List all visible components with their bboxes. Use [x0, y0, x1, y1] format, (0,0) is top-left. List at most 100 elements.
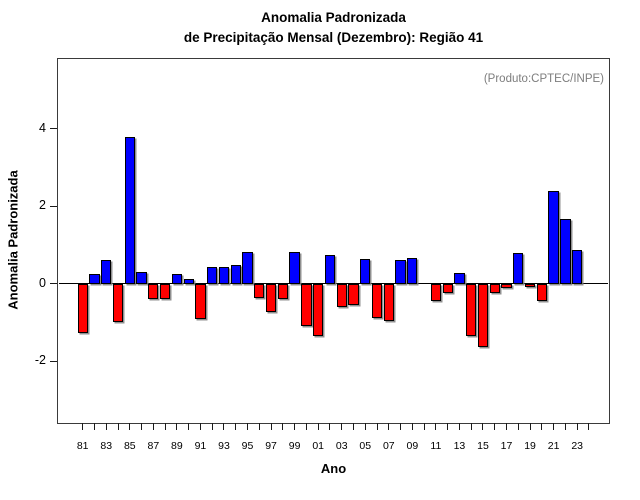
bar-01: [313, 283, 324, 336]
bar-92: [207, 266, 218, 284]
x-tick: [141, 422, 143, 430]
x-tick: [258, 422, 260, 430]
x-tick: [388, 422, 390, 430]
chart-subtitle: de Precipitação Mensal (Dezembro): Regiã…: [183, 30, 484, 45]
x-tick-label: 05: [359, 440, 372, 452]
y-tick: [50, 205, 57, 207]
x-tick: [458, 422, 460, 430]
bar-83: [101, 260, 112, 284]
bar-96: [254, 283, 265, 299]
bar-12: [442, 283, 453, 294]
x-tick: [129, 422, 131, 430]
x-tick: [494, 422, 496, 430]
chart-title: Anomalia Padronizada: [261, 10, 406, 25]
bar-04: [348, 283, 359, 305]
bar-99: [289, 251, 300, 284]
bar-97: [265, 283, 277, 312]
bar-08: [395, 260, 406, 284]
y-tick: [50, 128, 57, 130]
x-tick: [435, 422, 437, 430]
x-tick: [305, 422, 307, 430]
bar-93: [218, 267, 230, 284]
x-tick-label: 11: [430, 440, 442, 452]
bar-02: [324, 254, 336, 284]
x-tick-label: 93: [218, 440, 230, 452]
bar-95: [242, 251, 253, 284]
x-tick-label: 87: [147, 440, 160, 452]
zero-line: [58, 283, 608, 285]
bar-22: [560, 218, 571, 284]
x-tick: [329, 422, 331, 430]
bar-20: [536, 283, 547, 302]
x-tick: [364, 422, 366, 430]
x-tick: [152, 422, 154, 430]
x-tick: [105, 422, 107, 430]
y-axis-title: Anomalia Padronizada: [5, 170, 21, 310]
x-tick: [93, 422, 95, 430]
x-tick: [341, 422, 343, 430]
bar-14: [466, 283, 477, 337]
x-tick-label: 21: [547, 440, 560, 452]
y-tick-label: -2: [34, 353, 46, 368]
y-tick-label: 0: [39, 275, 46, 290]
x-tick: [117, 422, 119, 430]
x-tick: [188, 422, 190, 430]
bar-17: [501, 283, 512, 288]
x-tick: [541, 422, 543, 430]
x-tick: [411, 422, 413, 430]
bar-11: [430, 283, 442, 302]
bar-15: [477, 283, 489, 348]
x-tick: [247, 422, 249, 430]
bar-86: [136, 271, 147, 284]
x-tick-label: 19: [524, 440, 536, 452]
x-tick: [564, 422, 566, 430]
x-tick-label: 81: [76, 440, 89, 452]
bar-90: [183, 279, 194, 284]
y-tick: [50, 360, 57, 362]
bar-82: [89, 274, 100, 284]
bar-87: [148, 283, 159, 300]
bar-16: [489, 283, 500, 294]
x-tick: [317, 422, 319, 430]
x-tick: [447, 422, 449, 430]
bar-00: [301, 283, 312, 326]
y-tick-label: 2: [39, 198, 46, 213]
x-tick: [164, 422, 166, 430]
x-tick: [235, 422, 237, 430]
x-tick-label: 01: [312, 440, 324, 452]
x-tick: [376, 422, 378, 430]
x-tick: [223, 422, 225, 430]
x-tick: [270, 422, 272, 430]
x-tick-label: 95: [241, 440, 254, 452]
x-tick-label: 07: [382, 440, 395, 452]
bar-18: [513, 253, 524, 284]
x-tick: [529, 422, 531, 430]
x-tick-label: 99: [288, 440, 301, 452]
x-tick-label: 97: [265, 440, 277, 452]
x-tick-label: 09: [406, 440, 419, 452]
x-tick: [282, 422, 284, 430]
bar-84: [112, 283, 124, 323]
x-tick-label: 13: [453, 440, 466, 452]
bar-98: [277, 283, 288, 300]
x-tick: [352, 422, 354, 430]
bar-88: [159, 283, 171, 300]
bar-06: [371, 283, 383, 319]
bar-94: [230, 265, 241, 284]
x-axis-title: Ano: [320, 461, 347, 476]
x-tick: [506, 422, 508, 430]
x-tick: [576, 422, 578, 430]
x-tick-label: 03: [335, 440, 348, 452]
bar-13: [454, 273, 465, 284]
x-tick-label: 85: [123, 440, 136, 452]
bar-09: [407, 258, 418, 284]
bar-23: [572, 250, 583, 284]
bar-81: [77, 283, 88, 334]
x-tick: [588, 422, 590, 430]
bar-21: [548, 190, 559, 284]
bar-91: [195, 283, 206, 320]
x-tick: [199, 422, 201, 430]
bar-19: [524, 283, 536, 288]
x-tick: [423, 422, 425, 430]
